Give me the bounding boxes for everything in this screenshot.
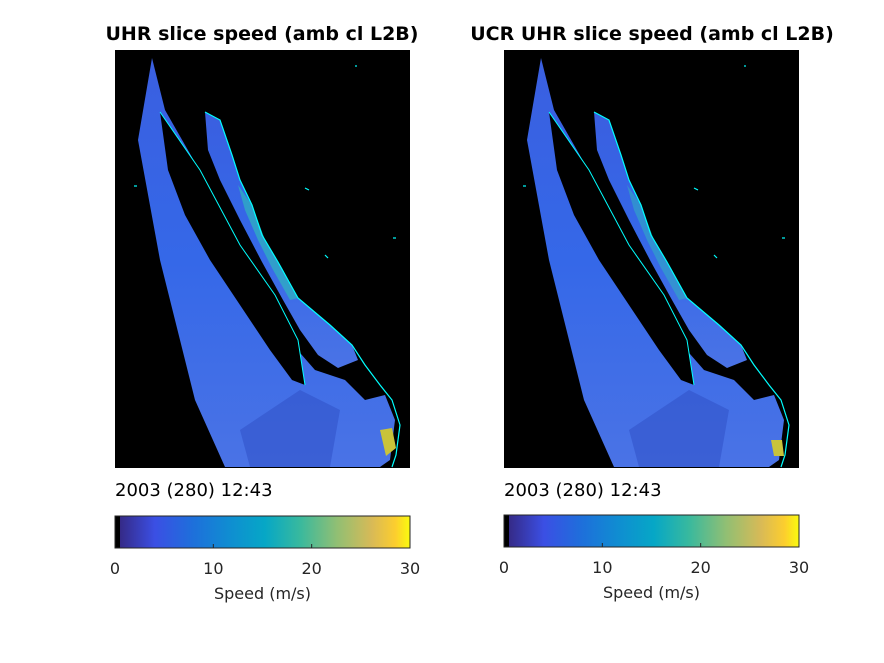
panel-2-colorbar-gradient	[509, 515, 799, 547]
panel-1-peninsula	[160, 112, 305, 385]
colorbar-tick-label: 0	[499, 558, 509, 577]
panel-1-coastline-peninsula	[159, 111, 306, 386]
panel-1-gulf-coast	[205, 112, 358, 368]
colorbar-tick-label: 10	[203, 559, 223, 578]
colorbar-tick-label: 20	[301, 559, 321, 578]
panel-1-swath	[138, 58, 395, 467]
panel-1-colorbar-label: Speed (m/s)	[214, 584, 311, 603]
colorbar-tick-label: 30	[400, 559, 420, 578]
panel-1-map	[115, 50, 410, 468]
colorbar-tick-label: 10	[592, 558, 612, 577]
panel-2-map	[504, 50, 799, 468]
island	[304, 187, 310, 191]
panel-1-coastline	[204, 111, 401, 468]
panel-1-colorbar-zero-cell	[115, 516, 120, 548]
panel-2-colorbar: 0 10 20 30 Speed (m/s)	[499, 514, 809, 602]
panel-2-peninsula	[549, 112, 694, 385]
panel-2-colorbar-frame	[503, 514, 800, 548]
panel-1-title: UHR slice speed (amb cl L2B)	[106, 23, 419, 45]
panel-2-gulf-coast	[594, 112, 747, 368]
panel-2-colorbar-label: Speed (m/s)	[603, 583, 700, 602]
panel-2: UCR UHR slice speed (amb cl L2B) 2003 (2…	[470, 23, 834, 602]
panel-2-swath	[527, 58, 784, 467]
panel-2-wind-shadow	[629, 390, 729, 467]
colorbar-tick-label: 30	[789, 558, 809, 577]
panel-1-yellow-patch	[380, 428, 396, 456]
panel-2-islands	[523, 65, 785, 259]
panel-2-title: UCR UHR slice speed (amb cl L2B)	[470, 23, 834, 45]
panel-1-colorbar-gradient	[120, 516, 410, 548]
panel-2-colorbar-zero-cell	[504, 515, 509, 547]
panel-2-colorbar-ticks: 0 10 20 30	[499, 543, 809, 577]
colorbar-tick-label: 20	[690, 558, 710, 577]
island	[324, 254, 329, 259]
panel-1-colorbar-ticks: 0 10 20 30	[110, 544, 420, 578]
panel-1: UHR slice speed (amb cl L2B) 2003 (280) …	[106, 23, 421, 603]
panel-1-islands	[134, 65, 396, 259]
panel-1-colorbar: 0 10 20 30 Speed (m/s)	[110, 515, 420, 603]
panel-2-yellow-patch	[771, 440, 784, 456]
panel-2-timestamp: 2003 (280) 12:43	[504, 480, 662, 501]
panel-2-coastline-peninsula	[548, 111, 695, 386]
panel-1-timestamp: 2003 (280) 12:43	[115, 480, 273, 501]
island	[693, 187, 699, 191]
island	[713, 254, 718, 259]
panel-2-coastline	[593, 111, 790, 468]
panel-1-wind-shadow	[240, 390, 340, 467]
colorbar-tick-label: 0	[110, 559, 120, 578]
panel-1-colorbar-frame	[114, 515, 411, 549]
